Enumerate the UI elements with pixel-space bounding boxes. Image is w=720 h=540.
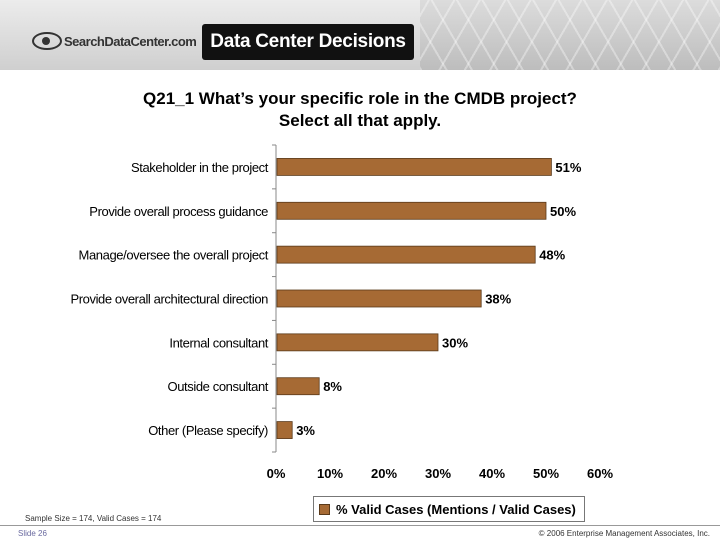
legend-swatch	[319, 503, 330, 515]
chart-title: Q21_1 What’s your specific role in the C…	[60, 88, 660, 132]
data-label: 50%	[550, 204, 576, 219]
bar	[276, 158, 552, 176]
category-label: Provide overall architectural direction	[70, 292, 268, 307]
data-label: 30%	[442, 335, 468, 350]
x-tick-label: 40%	[479, 466, 505, 481]
chart-title-line2: Select all that apply.	[278, 111, 442, 130]
sample-size-note: Sample Size = 174, Valid Cases = 174	[25, 514, 162, 523]
chart-title-line1: Q21_1 What’s your specific role in the C…	[143, 89, 577, 108]
copyright-notice: © 2006 Enterprise Management Associates,…	[538, 529, 710, 538]
bar	[276, 377, 320, 396]
x-tick-label: 30%	[425, 466, 451, 481]
category-label: Outside consultant	[168, 379, 269, 394]
category-label: Stakeholder in the project	[131, 160, 269, 175]
bar	[276, 201, 547, 220]
category-label: Manage/oversee the overall project	[79, 248, 269, 263]
category-label: Other (Please specify)	[148, 423, 268, 438]
data-label: 3%	[296, 423, 315, 438]
site-logo-text: SearchDataCenter.com	[64, 33, 197, 49]
eye-icon	[32, 32, 62, 50]
category-label: Provide overall process guidance	[89, 204, 268, 219]
header-banner: SearchDataCenter.com Data Center Decisio…	[0, 0, 720, 70]
x-tick-label: 0%	[267, 466, 286, 481]
x-tick-label: 20%	[371, 466, 397, 481]
legend-label: % Valid Cases (Mentions / Valid Cases)	[336, 501, 576, 517]
header-pattern	[420, 0, 720, 70]
data-label: 51%	[555, 160, 581, 175]
slide-number: Slide 26	[18, 529, 47, 538]
data-label: 48%	[539, 248, 565, 263]
data-label: 8%	[323, 379, 342, 394]
footer-divider	[0, 525, 720, 526]
bar	[276, 333, 439, 352]
bar	[276, 245, 536, 264]
x-tick-label: 60%	[587, 466, 613, 481]
chart-legend: % Valid Cases (Mentions / Valid Cases)	[313, 496, 585, 522]
bar	[276, 289, 482, 308]
product-name: Data Center Decisions	[210, 31, 406, 52]
site-logo: SearchDataCenter.com	[32, 28, 197, 54]
product-badge: Data Center Decisions	[202, 24, 414, 60]
data-label: 38%	[485, 292, 511, 307]
bar	[276, 421, 293, 439]
category-label: Internal consultant	[169, 335, 268, 350]
x-tick-label: 50%	[533, 466, 559, 481]
x-tick-label: 10%	[317, 466, 343, 481]
